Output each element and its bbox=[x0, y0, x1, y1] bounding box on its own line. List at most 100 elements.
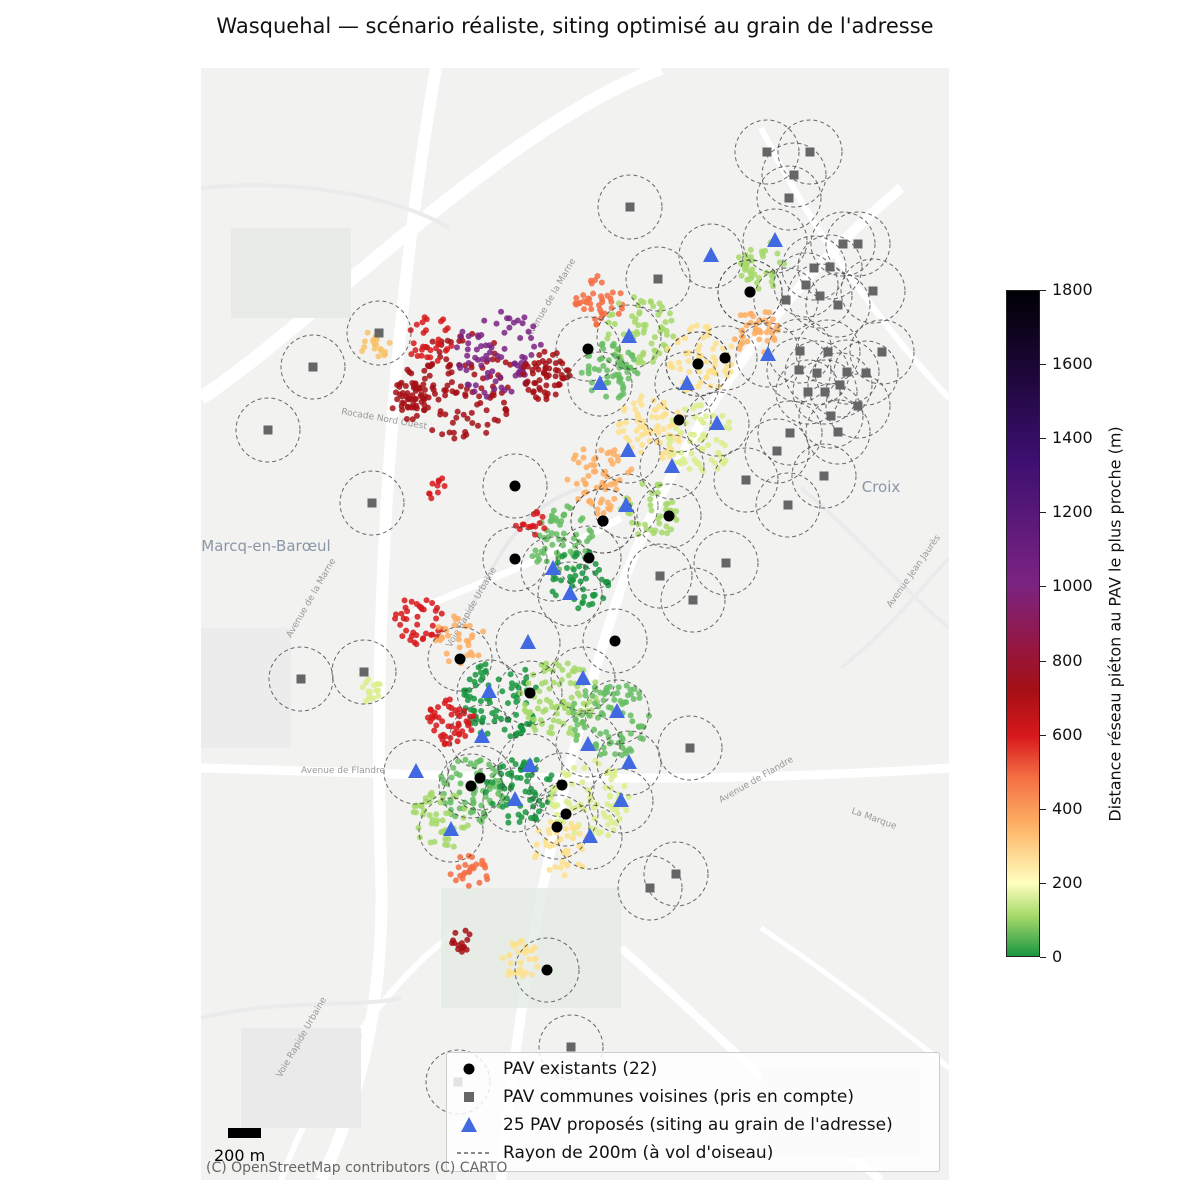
address-point bbox=[748, 275, 755, 282]
address-point bbox=[677, 365, 684, 372]
address-point bbox=[571, 700, 578, 707]
address-point bbox=[460, 814, 467, 821]
address-point bbox=[622, 419, 629, 426]
address-point bbox=[452, 707, 459, 714]
address-point bbox=[445, 370, 452, 377]
proposed-pav-markers bbox=[408, 232, 783, 843]
address-point bbox=[601, 310, 608, 317]
address-point bbox=[570, 455, 577, 462]
address-point bbox=[459, 875, 466, 882]
address-point bbox=[744, 338, 751, 345]
neighbor-pav-marker bbox=[671, 869, 681, 879]
address-point bbox=[457, 854, 464, 861]
address-point bbox=[532, 547, 539, 554]
address-point bbox=[422, 798, 429, 805]
address-point bbox=[711, 362, 718, 369]
map-panel[interactable]: Marcq-en-Barœul Croix Rocade Nord Ouest … bbox=[201, 68, 949, 1180]
address-point bbox=[440, 316, 447, 323]
address-point bbox=[491, 339, 498, 346]
address-point bbox=[600, 362, 607, 369]
address-point bbox=[426, 372, 433, 379]
address-point bbox=[471, 707, 478, 714]
neighbor-pav-marker bbox=[308, 362, 318, 372]
address-point bbox=[488, 344, 495, 351]
address-point bbox=[444, 382, 451, 389]
address-point bbox=[449, 419, 456, 426]
proposed-pav-marker bbox=[592, 375, 608, 390]
radius-circle bbox=[810, 211, 876, 277]
address-point bbox=[530, 716, 537, 723]
radius-circle bbox=[646, 387, 712, 453]
address-point bbox=[493, 320, 500, 327]
address-point bbox=[636, 690, 643, 697]
address-point bbox=[583, 575, 590, 582]
address-point bbox=[637, 734, 644, 741]
radius-circle bbox=[744, 418, 810, 484]
address-point bbox=[604, 689, 611, 696]
address-point bbox=[361, 338, 368, 345]
proposed-pav-marker bbox=[621, 754, 637, 769]
address-point bbox=[686, 465, 693, 472]
address-point bbox=[506, 952, 513, 959]
radius-circle bbox=[798, 383, 864, 449]
address-point bbox=[459, 328, 466, 335]
address-point bbox=[625, 794, 632, 801]
address-point bbox=[564, 832, 571, 839]
legend-radius-label: Rayon de 200m (à vol d'oiseau) bbox=[503, 1143, 774, 1163]
address-point bbox=[457, 780, 464, 787]
neighbor-pav-marker bbox=[263, 425, 273, 435]
address-point bbox=[437, 411, 444, 418]
address-point bbox=[647, 298, 654, 305]
address-point bbox=[547, 795, 554, 802]
address-point bbox=[510, 319, 517, 326]
address-point bbox=[508, 757, 515, 764]
radius-circle bbox=[438, 753, 504, 819]
address-point bbox=[537, 341, 544, 348]
address-point bbox=[489, 772, 496, 779]
neighbor-pav-marker bbox=[803, 387, 813, 397]
address-point bbox=[548, 772, 555, 779]
address-point bbox=[466, 687, 473, 694]
address-point bbox=[365, 676, 372, 683]
address-point bbox=[623, 682, 630, 689]
scale-bar-label: 200 m bbox=[214, 1146, 266, 1165]
radius-circle bbox=[280, 334, 346, 400]
address-point bbox=[524, 778, 531, 785]
address-point bbox=[593, 321, 600, 328]
address-point bbox=[497, 715, 504, 722]
address-point bbox=[433, 615, 440, 622]
address-point bbox=[579, 712, 586, 719]
neighbor-pav-marker bbox=[819, 471, 829, 481]
address-point bbox=[668, 317, 675, 324]
address-point bbox=[698, 445, 705, 452]
address-point bbox=[442, 387, 449, 394]
address-point bbox=[543, 842, 550, 849]
legend-row-proposed: 25 PAV proposés (siting au grain de l'ad… bbox=[447, 1111, 939, 1139]
address-point bbox=[594, 506, 601, 513]
address-point bbox=[429, 631, 436, 638]
address-point bbox=[619, 736, 626, 743]
radius-circle bbox=[717, 259, 783, 325]
radius-circle bbox=[617, 855, 683, 921]
address-point bbox=[462, 927, 469, 934]
proposed-pav-marker bbox=[443, 821, 459, 836]
address-point bbox=[443, 356, 450, 363]
address-point bbox=[647, 502, 654, 509]
address-point bbox=[580, 446, 587, 453]
address-point bbox=[455, 864, 462, 871]
address-point bbox=[520, 363, 527, 370]
address-point bbox=[753, 326, 760, 333]
address-point bbox=[532, 380, 539, 387]
existing-pav-marker bbox=[597, 515, 609, 527]
address-point bbox=[639, 431, 646, 438]
address-point bbox=[632, 406, 639, 413]
address-point bbox=[433, 722, 440, 729]
address-point bbox=[623, 361, 630, 368]
address-point bbox=[710, 354, 717, 361]
address-point bbox=[580, 292, 587, 299]
legend-row-existing: PAV existants (22) bbox=[447, 1055, 939, 1083]
address-point bbox=[618, 752, 625, 759]
address-point bbox=[612, 767, 619, 774]
legend-row-radius: Rayon de 200m (à vol d'oiseau) bbox=[447, 1139, 939, 1167]
address-point bbox=[443, 810, 450, 817]
